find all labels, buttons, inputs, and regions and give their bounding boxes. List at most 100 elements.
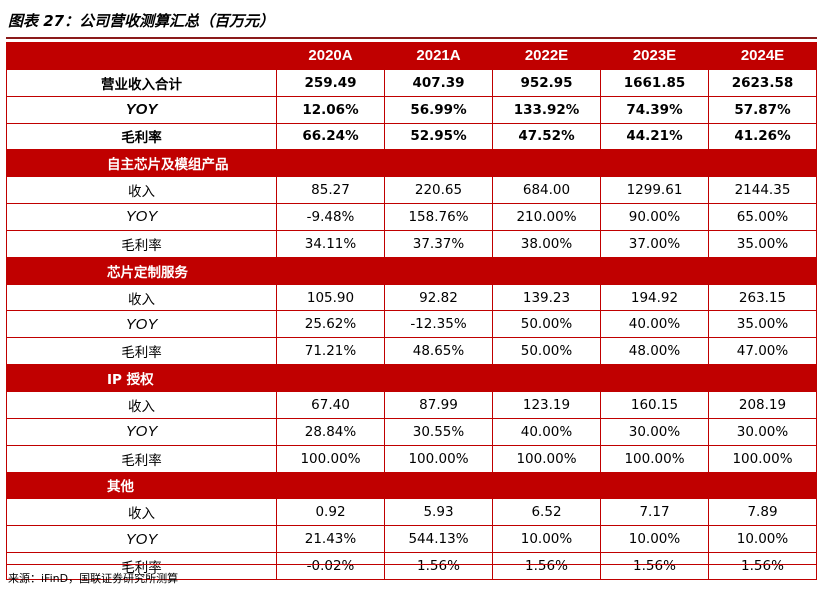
value-cell (276, 149, 385, 178)
value-cell (384, 256, 493, 285)
table-row: 收入 105.90 92.82 139.23 194.92 263.15 (6, 283, 817, 312)
value-cell: 407.39 (384, 68, 493, 97)
value-cell: 40.00% (492, 417, 601, 446)
value-cell: 1661.85 (600, 68, 709, 97)
value-cell: 6.52 (492, 498, 601, 527)
table-row: YOY 25.62% -12.35% 50.00% 40.00% 35.00% (6, 310, 817, 339)
value-cell: 44.21% (600, 122, 709, 151)
value-cell: 1.56% (384, 552, 493, 580)
value-cell: 87.99 (384, 390, 493, 419)
summary-row: 毛利率 66.24% 52.95% 47.52% 44.21% 41.26% (6, 122, 817, 151)
source-note: 来源：iFinD，国联证券研究所测算 (8, 572, 179, 585)
value-cell: 30.00% (600, 417, 709, 446)
value-cell: 65.00% (708, 203, 817, 231)
value-cell: 34.11% (276, 229, 385, 258)
value-cell: 71.21% (276, 337, 385, 366)
value-cell: 38.00% (492, 229, 601, 258)
bottom-divider (6, 564, 817, 565)
value-cell: 544.13% (384, 525, 493, 554)
value-cell: 123.19 (492, 390, 601, 419)
value-cell (384, 364, 493, 392)
value-cell: 105.90 (276, 283, 385, 312)
value-cell: 50.00% (492, 310, 601, 339)
row-label: 收入 (6, 283, 277, 312)
section-header-row: 自主芯片及模组产品 (6, 149, 817, 178)
value-cell (492, 471, 601, 500)
value-cell: 263.15 (708, 283, 817, 312)
row-label: 营业收入合计 (6, 68, 277, 97)
value-cell (384, 149, 493, 178)
value-cell: 47.52% (492, 122, 601, 151)
value-cell: 100.00% (708, 444, 817, 473)
row-label: 自主芯片及模组产品 (6, 149, 277, 178)
value-cell: 90.00% (600, 203, 709, 231)
value-cell: 2623.58 (708, 68, 817, 97)
value-cell (492, 149, 601, 178)
value-cell: 100.00% (384, 444, 493, 473)
value-cell: 210.00% (492, 203, 601, 231)
header-cell: 2020A (276, 42, 385, 70)
table-row: 收入 67.40 87.99 123.19 160.15 208.19 (6, 390, 817, 419)
value-cell: 259.49 (276, 68, 385, 97)
value-cell: 25.62% (276, 310, 385, 339)
value-cell (708, 149, 817, 178)
section-header-row: IP 授权 (6, 364, 817, 392)
value-cell: 37.00% (600, 229, 709, 258)
value-cell: 952.95 (492, 68, 601, 97)
table-row: YOY -9.48% 158.76% 210.00% 90.00% 65.00% (6, 203, 817, 231)
value-cell: 100.00% (600, 444, 709, 473)
value-cell: 48.00% (600, 337, 709, 366)
value-cell: 30.55% (384, 417, 493, 446)
value-cell: 35.00% (708, 229, 817, 258)
header-row: 2020A 2021A 2022E 2023E 2024E (6, 42, 817, 70)
value-cell: 2144.35 (708, 176, 817, 205)
value-cell: 41.26% (708, 122, 817, 151)
value-cell: 52.95% (384, 122, 493, 151)
row-label: 毛利率 (6, 552, 277, 580)
value-cell: 40.00% (600, 310, 709, 339)
section-header-row: 芯片定制服务 (6, 256, 817, 285)
value-cell (492, 256, 601, 285)
value-cell: 57.87% (708, 95, 817, 124)
value-cell (384, 471, 493, 500)
table-body: 营业收入合计 259.49 407.39 952.95 1661.85 2623.58 YO… (6, 68, 817, 580)
value-cell: 684.00 (492, 176, 601, 205)
section-header-row: 其他 (6, 471, 817, 500)
value-cell: -9.48% (276, 203, 385, 231)
value-cell: 139.23 (492, 283, 601, 312)
value-cell: 66.24% (276, 122, 385, 151)
summary-row: YOY 12.06% 56.99% 133.92% 74.39% 57.87% (6, 95, 817, 124)
value-cell: 92.82 (384, 283, 493, 312)
row-label: 其他 (6, 471, 277, 500)
row-label: IP 授权 (6, 364, 277, 392)
value-cell: 10.00% (492, 525, 601, 554)
value-cell: 10.00% (708, 525, 817, 554)
value-cell: 12.06% (276, 95, 385, 124)
header-cell (6, 42, 277, 70)
table-row: 毛利率 34.11% 37.37% 38.00% 37.00% 35.00% (6, 229, 817, 258)
value-cell (708, 364, 817, 392)
row-label: YOY (6, 525, 277, 554)
value-cell: 208.19 (708, 390, 817, 419)
table-row: 毛利率 -0.02% 1.56% 1.56% 1.56% 1.56% (6, 552, 817, 580)
table-row: 收入 85.27 220.65 684.00 1299.61 2144.35 (6, 176, 817, 205)
row-label: YOY (6, 310, 277, 339)
value-cell: 67.40 (276, 390, 385, 419)
value-cell (600, 471, 709, 500)
row-label: YOY (6, 95, 277, 124)
value-cell (600, 149, 709, 178)
table-row: 毛利率 71.21% 48.65% 50.00% 48.00% 47.00% (6, 337, 817, 366)
row-label: 收入 (6, 498, 277, 527)
header-cell: 2024E (708, 42, 817, 70)
header-cell: 2021A (384, 42, 493, 70)
value-cell: 47.00% (708, 337, 817, 366)
value-cell: 1.56% (492, 552, 601, 580)
row-label: 毛利率 (6, 122, 277, 151)
row-label: 收入 (6, 176, 277, 205)
value-cell: 1299.61 (600, 176, 709, 205)
value-cell (600, 364, 709, 392)
value-cell (276, 471, 385, 500)
title-divider (6, 37, 817, 39)
row-label: YOY (6, 203, 277, 231)
summary-row: 营业收入合计 259.49 407.39 952.95 1661.85 2623.58 (6, 68, 817, 97)
